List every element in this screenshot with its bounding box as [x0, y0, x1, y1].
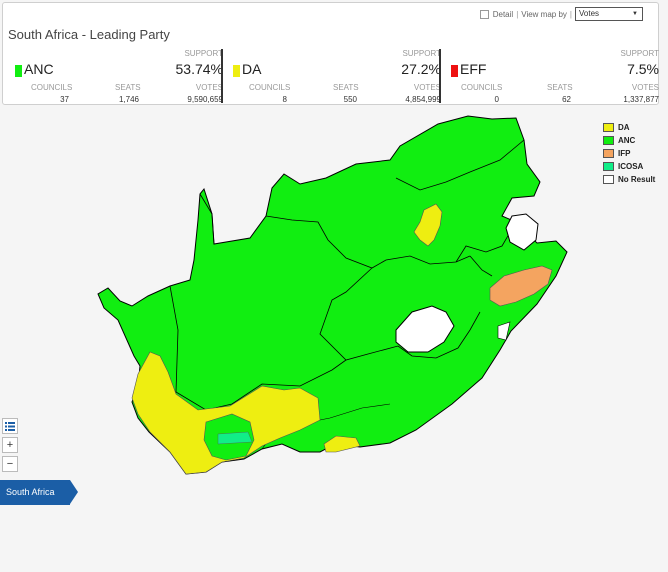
- seats-label: SEATS: [547, 83, 573, 92]
- list-icon-glyph: [5, 422, 15, 431]
- province-border: [169, 285, 347, 411]
- region-no-result[interactable]: [497, 321, 511, 341]
- votes-label: VOTES: [195, 83, 223, 92]
- legend-label: DA: [618, 122, 630, 132]
- list-icon[interactable]: [2, 418, 18, 434]
- legend-item-ifp: IFP: [603, 147, 655, 159]
- seats-label: SEATS: [333, 83, 359, 92]
- party-name: ANC: [24, 61, 54, 77]
- party-color-swatch: [15, 65, 22, 77]
- councils-value: 37: [60, 95, 69, 104]
- summary-panel: South Africa - Leading Party Detail | Vi…: [2, 2, 659, 105]
- page-title: South Africa - Leading Party: [8, 27, 170, 42]
- support-label: SUPPORT: [184, 49, 223, 58]
- separator: |: [516, 9, 519, 19]
- support-value: 7.5%: [627, 61, 659, 77]
- legend-label: No Result: [618, 174, 656, 184]
- view-map-select[interactable]: Votes ▼: [575, 7, 643, 21]
- province-border: [469, 255, 493, 277]
- support-label: SUPPORT: [620, 49, 659, 58]
- councils-label: COUNCILS: [31, 83, 73, 92]
- councils-label: COUNCILS: [249, 83, 291, 92]
- votes-value: 9,590,659: [187, 95, 223, 104]
- region-icosa[interactable]: [217, 431, 253, 445]
- map-options: Detail | View map by | Votes ▼: [479, 6, 643, 22]
- results-map[interactable]: [0, 105, 668, 505]
- councils-value: 8: [282, 95, 287, 104]
- votes-value: 1,337,877: [623, 95, 659, 104]
- party-color-swatch: [451, 65, 458, 77]
- party-card-da: DA SUPPORT 27.2% COUNCILS 8 SEATS 550 VO…: [233, 47, 449, 105]
- region-ifp[interactable]: [489, 265, 553, 307]
- councils-value: 0: [494, 95, 499, 104]
- region-da-western-cape[interactable]: [131, 351, 321, 475]
- view-map-label: View map by: [521, 9, 567, 19]
- legend-swatch: [603, 122, 614, 132]
- councils-label: COUNCILS: [461, 83, 503, 92]
- chevron-down-icon: ▼: [632, 11, 638, 17]
- divider: [221, 49, 223, 103]
- province-border: [455, 221, 517, 263]
- detail-checkbox[interactable]: [479, 9, 489, 19]
- party-name: DA: [242, 61, 262, 77]
- region-swaziland[interactable]: [505, 213, 539, 251]
- legend-label: ANC: [618, 135, 636, 145]
- breadcrumb-chevron: [70, 480, 78, 504]
- legend-item-anc: ANC: [603, 134, 655, 146]
- support-value: 27.2%: [401, 61, 441, 77]
- seats-value: 1,746: [118, 95, 139, 104]
- region-da-coast[interactable]: [323, 435, 361, 453]
- province-border: [395, 139, 525, 191]
- province-border: [319, 267, 481, 361]
- divider: [439, 49, 441, 103]
- legend-label: IFP: [618, 148, 631, 158]
- party-card-eff: EFF SUPPORT 7.5% COUNCILS 0 SEATS 62 VOT…: [451, 47, 667, 105]
- map-legend: DA ANC IFP ICOSA No Result: [603, 121, 655, 186]
- party-card-anc: ANC SUPPORT 53.74% COUNCILS 37 SEATS 1,7…: [15, 47, 231, 105]
- legend-item-icosa: ICOSA: [603, 160, 655, 172]
- votes-value: 4,854,999: [405, 95, 441, 104]
- votes-label: VOTES: [413, 83, 441, 92]
- party-name: EFF: [460, 61, 487, 77]
- detail-label: Detail: [492, 9, 514, 19]
- legend-label: ICOSA: [618, 161, 644, 171]
- votes-label: VOTES: [631, 83, 659, 92]
- legend-swatch: [603, 135, 614, 145]
- seats-label: SEATS: [115, 83, 141, 92]
- breadcrumb-south-africa[interactable]: South Africa: [0, 480, 70, 505]
- support-label: SUPPORT: [402, 49, 441, 58]
- legend-item-da: DA: [603, 121, 655, 133]
- legend-swatch: [603, 174, 614, 184]
- legend-item-no-result: No Result: [603, 173, 655, 185]
- seats-value: 550: [343, 95, 357, 104]
- region-lesotho[interactable]: [395, 305, 455, 353]
- zoom-out-button[interactable]: −: [2, 456, 18, 472]
- party-color-swatch: [233, 65, 240, 77]
- seats-value: 62: [562, 95, 571, 104]
- legend-swatch: [603, 148, 614, 158]
- zoom-in-button[interactable]: +: [2, 437, 18, 453]
- legend-swatch: [603, 161, 614, 171]
- province-border: [199, 193, 215, 245]
- separator: |: [569, 9, 572, 19]
- view-map-select-value: Votes: [579, 9, 600, 18]
- region-da-gauteng[interactable]: [413, 203, 443, 247]
- support-value: 53.74%: [175, 61, 223, 77]
